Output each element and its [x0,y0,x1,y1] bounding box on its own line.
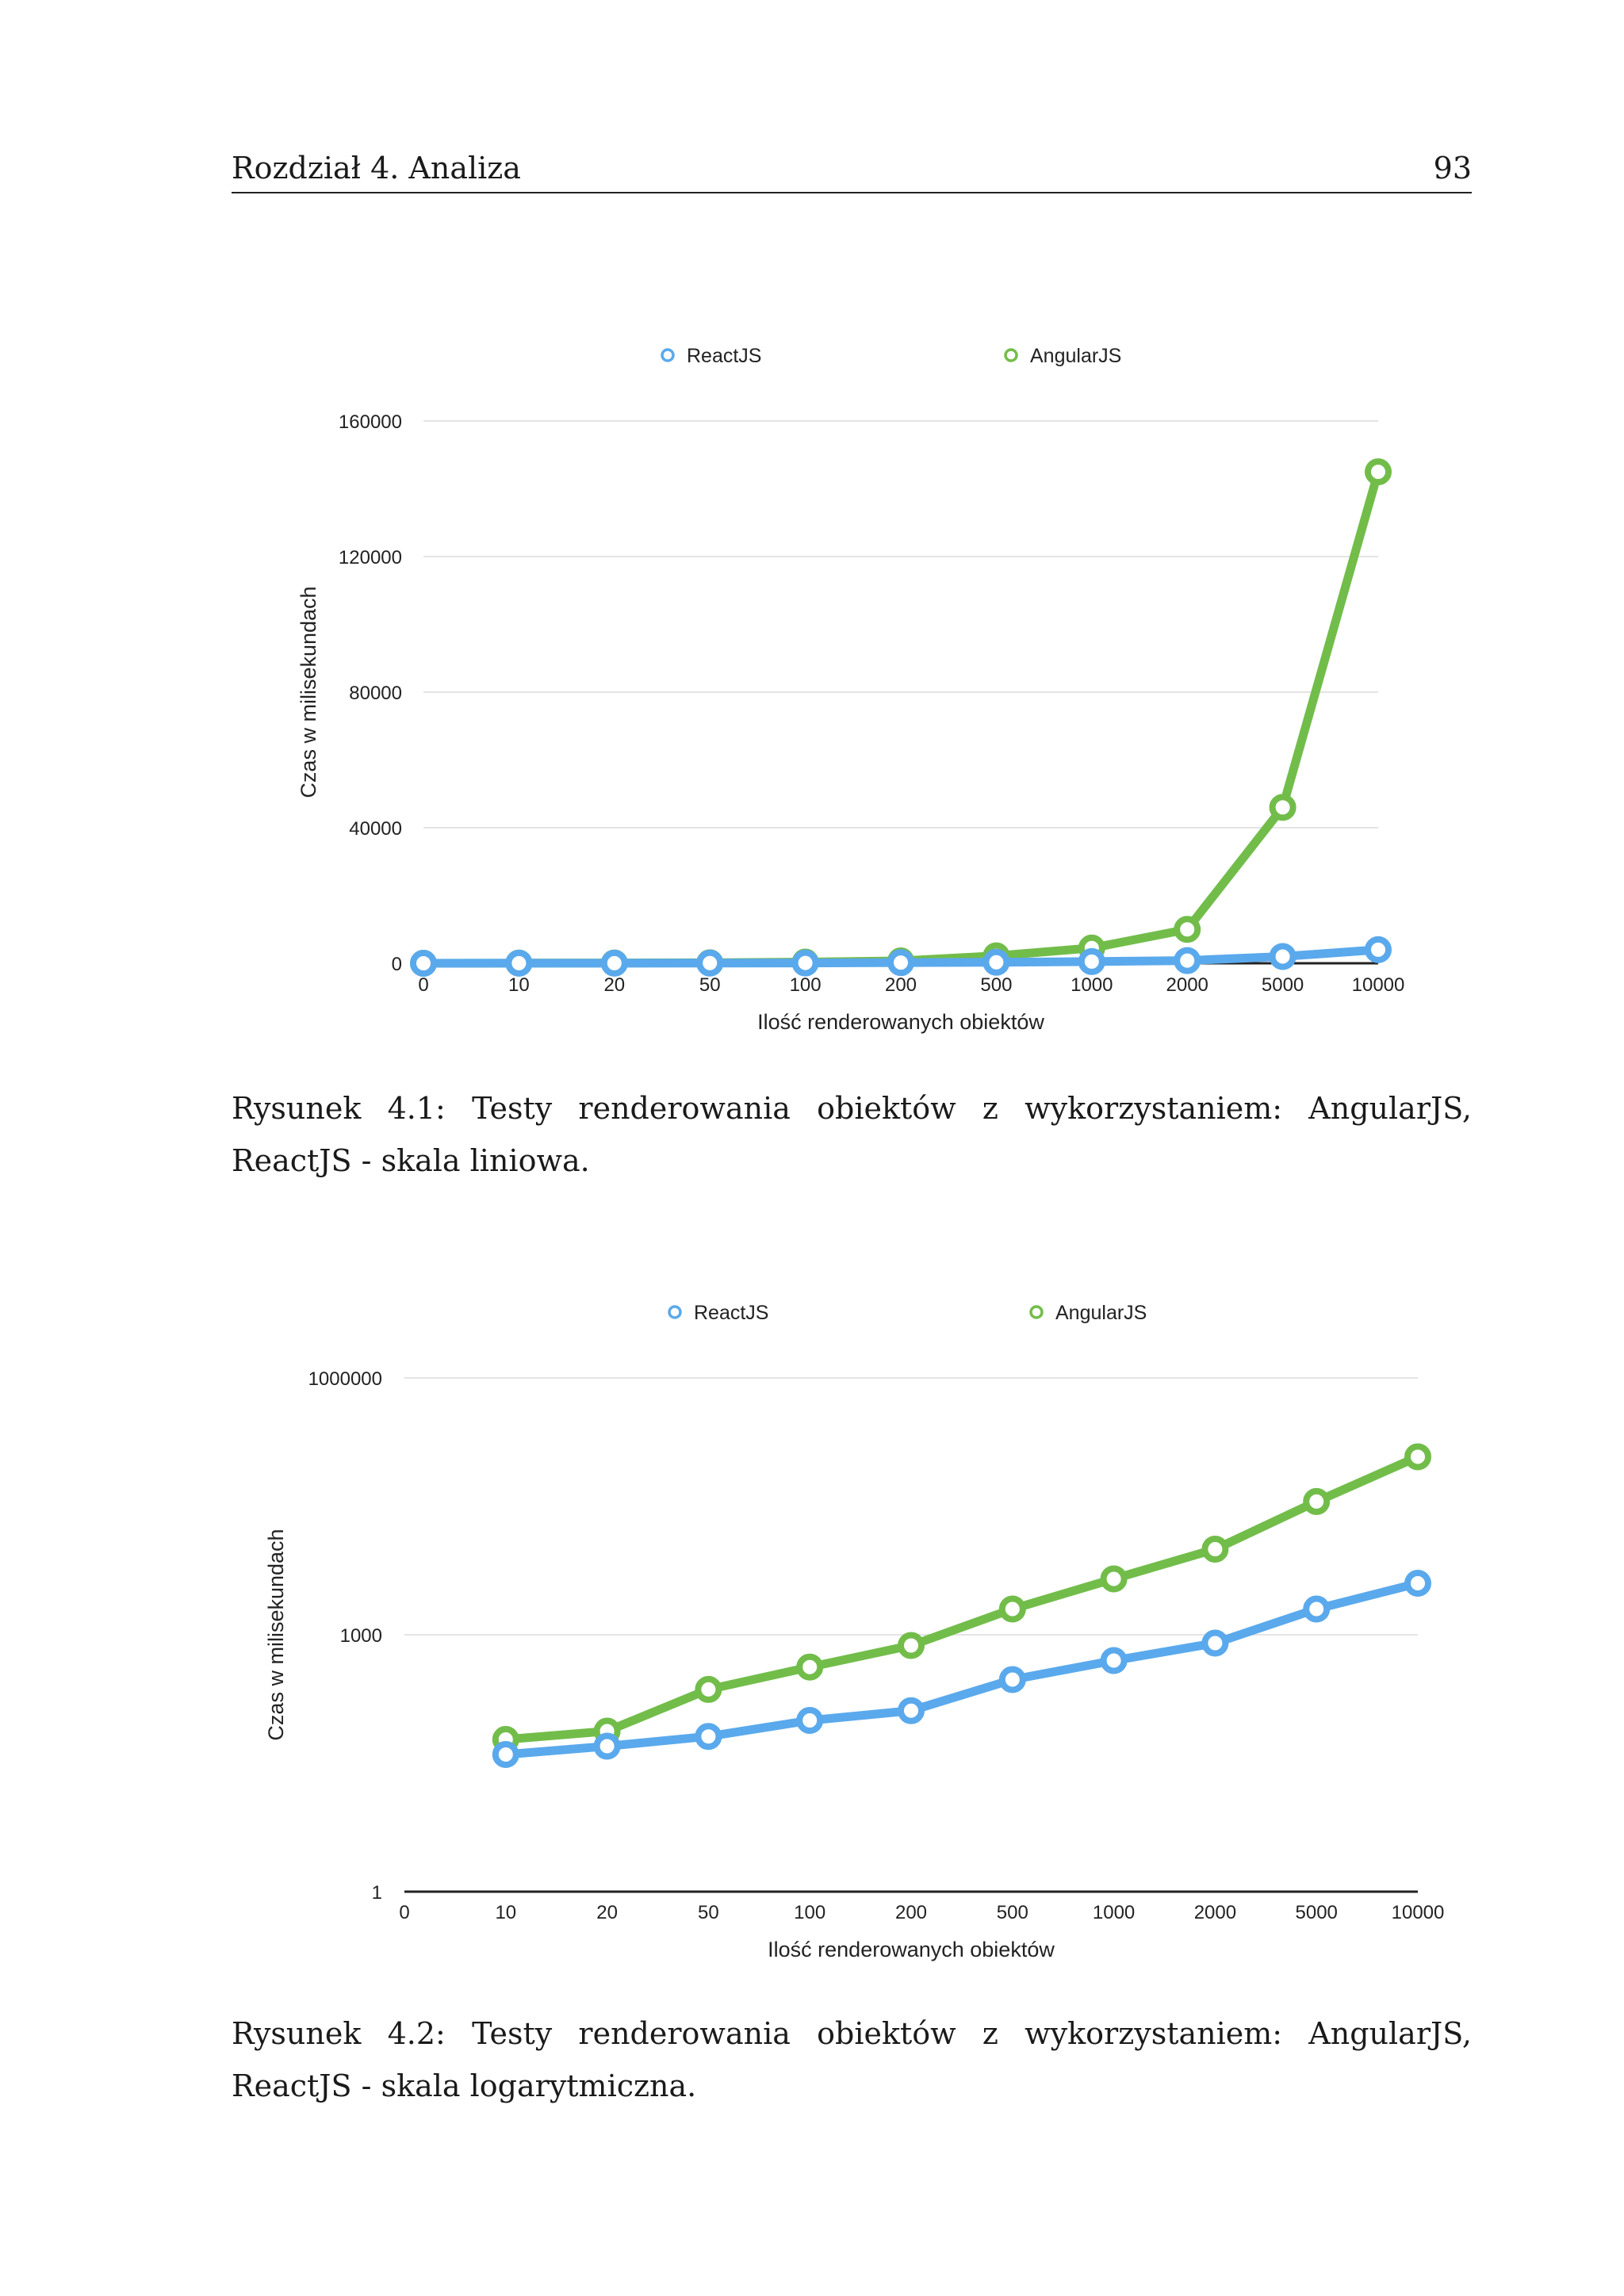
data-point-react [1201,1629,1229,1657]
x-tick-label: 2000 [1166,974,1208,996]
data-point-angular [1303,1487,1331,1515]
x-tick-label: 500 [980,974,1012,996]
y-tick-label: 1000000 [308,1368,382,1390]
data-point-angular [898,1632,925,1659]
legend-marker-react [668,1305,682,1319]
x-tick-label: 200 [885,974,917,996]
data-point-react [796,1707,824,1734]
series-line-angular [501,1452,1423,1744]
x-tick-label: 100 [794,1902,825,1923]
data-point-angular [1404,1443,1431,1471]
x-tick-label: 1000 [1071,974,1113,996]
x-tick-label: 10 [508,974,530,996]
data-point-react [1303,1595,1331,1623]
data-point-react [1100,1647,1128,1674]
data-point-react [593,1732,621,1760]
data-point-react [1404,1569,1431,1597]
x-tick-label: 20 [603,974,625,996]
x-tick-label: 10000 [1352,974,1405,996]
y-tick-label: 160000 [339,411,402,433]
data-point-angular [695,1675,722,1703]
x-axis-title: Ilość renderowanych obiektów [757,1010,1044,1034]
y-axis-title: Czas w milisekundach [297,586,320,798]
y-tick-label: 0 [392,954,402,975]
data-point-angular [1174,916,1201,943]
figure-caption-2: Rysunek 4.2: Testy renderowania obiektów… [232,2016,1472,2103]
data-point-react [1078,947,1105,975]
legend-label-angular: AngularJS [1055,1302,1147,1324]
chapter-title: Rozdział 4. Analiza [232,151,521,186]
data-point-react [410,950,437,977]
legend-marker-angular [1029,1305,1044,1319]
data-point-react [998,1666,1026,1693]
log-scale-chart: 1 1000 1000000 0 10 20 50 100 200 500 1000 2000 5000… [264,1302,1445,1961]
legend-label-react: ReactJS [687,345,761,367]
x-tick-label: 5000 [1296,1902,1338,1923]
y-tick-label: 1000 [340,1625,382,1647]
data-point-angular [1201,1536,1229,1563]
legend-marker-react [661,348,675,362]
y-tick-label: 1 [372,1882,382,1904]
page-header: Rozdział 4. Analiza 93 [232,151,1472,193]
x-tick-label: 10 [495,1902,516,1923]
legend-label-angular: AngularJS [1030,345,1121,367]
data-point-react [696,949,724,977]
data-point-react [887,949,914,977]
data-point-angular [1365,458,1392,486]
data-point-react [1174,947,1201,974]
data-point-react [600,949,628,977]
linear-scale-chart: 0 40000 80000 120000 160000 0 10 20 50 100 200 500 1… [297,345,1405,1034]
x-tick-label: 0 [418,974,428,996]
series-line-angular [419,467,1383,968]
data-point-angular [1100,1565,1128,1593]
x-tick-label: 100 [790,974,822,996]
x-tick-label: 200 [895,1902,927,1923]
x-tick-label: 10000 [1392,1902,1445,1923]
page-number: 93 [1433,151,1472,186]
x-tick-label: 5000 [1262,974,1304,996]
data-point-react [695,1723,722,1751]
data-point-react [1269,943,1297,970]
data-point-react [1365,936,1392,963]
y-axis-title: Czas w milisekundach [264,1529,288,1740]
data-point-react [505,949,533,977]
data-point-react [982,948,1010,976]
data-point-angular [796,1653,824,1681]
figure-caption-1: Rysunek 4.1: Testy renderowania obiektów… [232,1091,1472,1178]
x-tick-label: 500 [997,1902,1028,1923]
legend-marker-angular [1004,348,1018,362]
data-point-react [898,1697,925,1724]
x-tick-label: 2000 [1194,1902,1236,1923]
legend-label-react: ReactJS [694,1302,768,1324]
data-point-react [791,949,819,977]
y-tick-label: 80000 [349,683,402,704]
y-tick-label: 120000 [339,547,402,568]
y-tick-label: 40000 [349,818,402,840]
x-tick-label: 20 [596,1902,618,1923]
x-axis-title: Ilość renderowanych obiektów [768,1938,1055,1961]
data-point-angular [1269,794,1297,821]
x-tick-label: 50 [699,974,721,996]
x-tick-label: 50 [698,1902,719,1923]
data-point-angular [998,1595,1026,1623]
data-point-react [492,1740,519,1768]
x-tick-label: 1000 [1093,1902,1135,1923]
x-tick-label: 0 [399,1902,409,1923]
series-line-react [501,1578,1423,1759]
